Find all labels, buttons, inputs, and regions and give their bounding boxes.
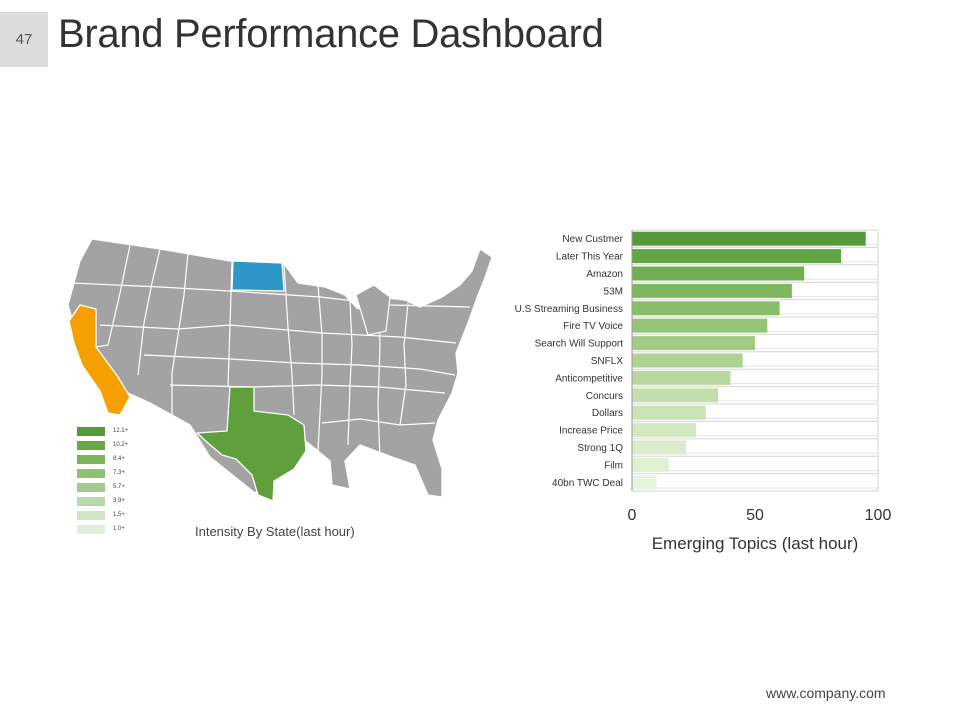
map-state-north-dakota <box>231 260 285 292</box>
page-title: Brand Performance Dashboard <box>58 12 604 56</box>
legend-label: 5.7+ <box>113 484 125 490</box>
x-axis-label: Emerging Topics (last hour) <box>652 534 859 553</box>
us-map <box>60 225 500 515</box>
bar <box>632 231 866 246</box>
state-border-line <box>95 244 131 348</box>
map-state-texas <box>196 386 307 502</box>
state-border-line <box>169 384 446 394</box>
category-label: Strong 1Q <box>577 443 623 454</box>
category-label: U.S Streaming Business <box>515 304 623 315</box>
legend-swatch <box>77 525 105 534</box>
bar <box>632 318 768 333</box>
category-label: Increase Price <box>559 426 623 437</box>
bar <box>632 353 743 368</box>
legend-label: 8.4+ <box>113 456 125 462</box>
legend-swatch <box>77 483 105 492</box>
category-label: Anticompetitive <box>555 373 623 384</box>
state-border-line <box>137 248 161 376</box>
bar-chart-svg: New Custmer Later This Year Amazon 53M U.S S… <box>515 229 892 553</box>
category-label: SNFLX <box>591 356 624 367</box>
bar <box>632 370 731 385</box>
state-border-line <box>399 302 409 426</box>
bar-chart: New Custmer Later This Year Amazon 53M U.S S… <box>490 222 910 562</box>
footer-url: www.company.com <box>766 685 886 701</box>
legend-label: 10.2+ <box>113 442 129 448</box>
category-label: Amazon <box>586 269 623 280</box>
map-caption: Intensity By State(last hour) <box>195 524 355 539</box>
bar <box>632 249 842 264</box>
category-label: 53M <box>604 286 623 297</box>
bar <box>632 440 687 455</box>
state-border-line <box>71 282 471 308</box>
legend-swatch <box>77 455 105 464</box>
category-label: Film <box>604 460 623 471</box>
legend-swatch <box>77 511 105 520</box>
category-label: 40bn TWC Deal <box>552 478 623 489</box>
x-tick-label: 0 <box>628 507 637 524</box>
x-tick-label: 50 <box>746 507 764 524</box>
category-label: Later This Year <box>556 252 624 263</box>
legend-label: 12.1+ <box>113 428 129 434</box>
state-border-line <box>171 252 189 425</box>
slide-number: 47 <box>0 12 48 67</box>
state-border-line <box>317 284 323 452</box>
category-label: New Custmer <box>562 234 623 245</box>
bar <box>632 301 780 316</box>
legend-label: 1.5+ <box>113 512 125 518</box>
legend-label: 3.9+ <box>113 498 125 504</box>
bar <box>632 475 657 490</box>
legend-swatch <box>77 497 105 506</box>
legend-swatch <box>77 427 105 436</box>
category-label: Fire TV Voice <box>563 321 623 332</box>
map-state-michigan <box>355 284 391 336</box>
bar <box>632 423 696 438</box>
bar <box>632 336 755 351</box>
bar <box>632 266 805 281</box>
bar <box>632 405 706 420</box>
us-map-svg <box>67 238 493 502</box>
category-label: Search Will Support <box>535 339 624 350</box>
legend-label: 7.3+ <box>113 470 125 476</box>
map-state-california <box>68 304 131 416</box>
bar <box>632 388 719 403</box>
x-tick-label: 100 <box>865 507 892 524</box>
legend-swatch <box>77 469 105 478</box>
legend-label: 1.0+ <box>113 526 125 532</box>
bar <box>632 283 792 298</box>
state-border-line <box>321 418 436 426</box>
category-label: Concurs <box>586 391 623 402</box>
state-border-line <box>99 324 457 344</box>
category-label: Dollars <box>592 408 623 419</box>
legend-swatch <box>77 441 105 450</box>
state-border-line <box>283 264 295 416</box>
state-border-line <box>143 354 456 376</box>
michigan-peninsula <box>355 284 391 336</box>
bar <box>632 457 669 472</box>
